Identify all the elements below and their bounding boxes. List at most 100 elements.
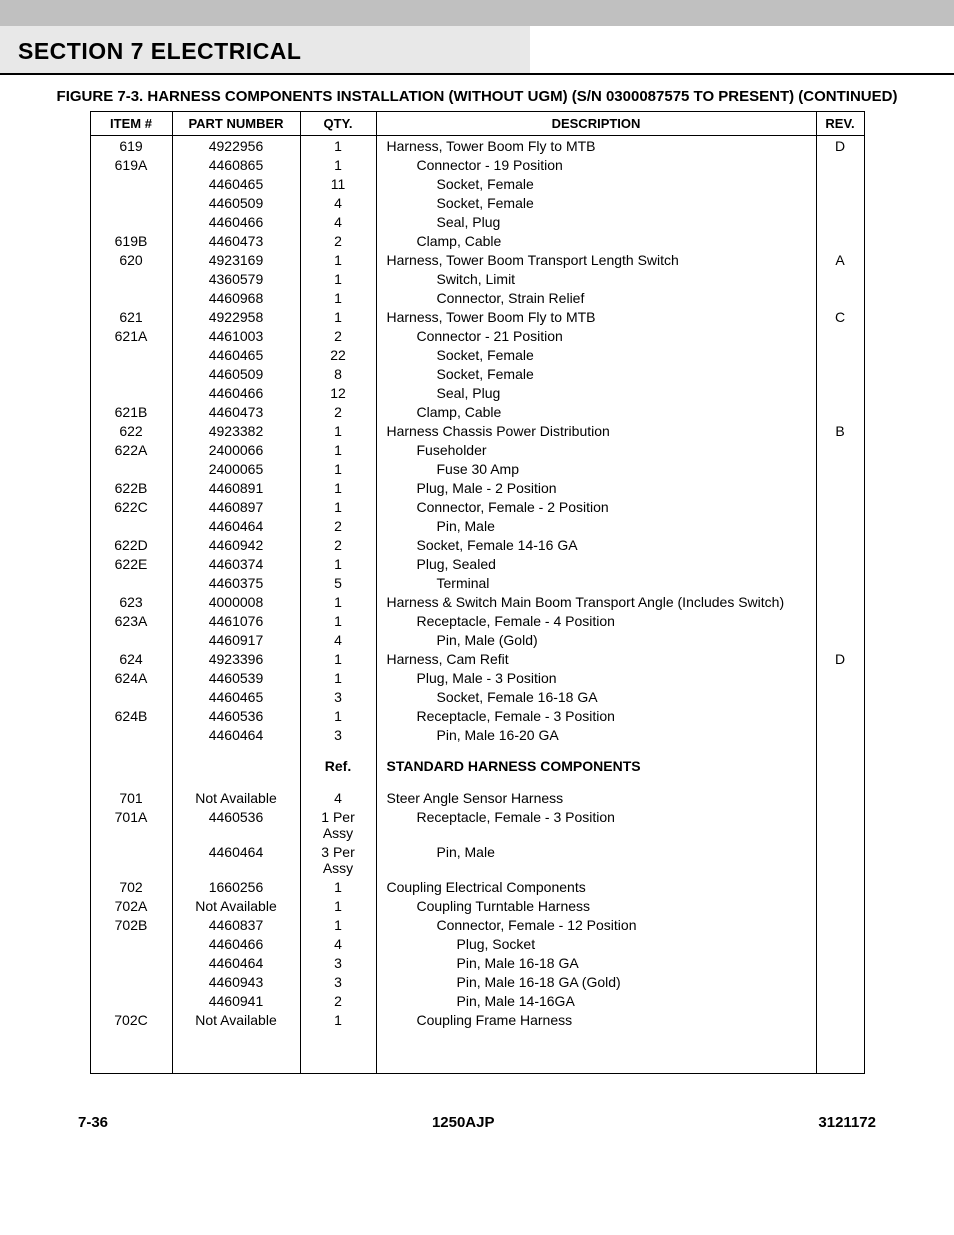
- cell-item: 619: [90, 136, 172, 156]
- table-row: 61949229561Harness, Tower Boom Fly to MT…: [90, 136, 864, 156]
- footer-left: 7-36: [78, 1114, 108, 1131]
- cell-desc: Harness, Tower Boom Fly to MTB: [376, 136, 816, 156]
- cell-desc: Coupling Turntable Harness: [376, 896, 816, 915]
- cell-item: [90, 744, 172, 788]
- cell-qty: 8: [300, 364, 376, 383]
- cell-rev: [816, 630, 864, 649]
- table-header-row: ITEM # PART NUMBER QTY. DESCRIPTION REV.: [90, 112, 864, 136]
- cell-desc: Harness, Tower Boom Transport Length Swi…: [376, 250, 816, 269]
- cell-qty: 1: [300, 1010, 376, 1029]
- cell-part: Not Available: [172, 788, 300, 807]
- cell-qty: 5: [300, 573, 376, 592]
- table-row: 619A44608651Connector - 19 Position: [90, 155, 864, 174]
- cell-rev: [816, 516, 864, 535]
- cell-rev: [816, 155, 864, 174]
- cell-qty: 4: [300, 630, 376, 649]
- cell-item: [90, 934, 172, 953]
- cell-part: 2400065: [172, 459, 300, 478]
- cell-part: 4460464: [172, 725, 300, 744]
- table-row: 44604643Pin, Male 16-18 GA: [90, 953, 864, 972]
- cell-item: [90, 630, 172, 649]
- cell-qty: 2: [300, 231, 376, 250]
- cell-rev: [816, 193, 864, 212]
- cell-item: 621: [90, 307, 172, 326]
- cell-qty: 1: [300, 155, 376, 174]
- table-row: 621B44604732Clamp, Cable: [90, 402, 864, 421]
- cell-part: 4460891: [172, 478, 300, 497]
- cell-part: 4923396: [172, 649, 300, 668]
- cell-qty: 11: [300, 174, 376, 193]
- cell-qty: 2: [300, 535, 376, 554]
- cell-part: 1660256: [172, 877, 300, 896]
- cell-qty: 4: [300, 193, 376, 212]
- figure-title: FIGURE 7-3. HARNESS COMPONENTS INSTALLAT…: [20, 87, 934, 107]
- cell-qty: 1: [300, 611, 376, 630]
- table-row: 446046522Socket, Female: [90, 345, 864, 364]
- page-footer: 7-36 1250AJP 3121172: [0, 1074, 954, 1151]
- cell-item: [90, 573, 172, 592]
- cell-rev: [816, 269, 864, 288]
- cell-qty: 3: [300, 972, 376, 991]
- cell-desc: Pin, Male 14-16GA: [376, 991, 816, 1010]
- cell-desc: Pin, Male: [376, 842, 816, 877]
- cell-desc: Fuse 30 Amp: [376, 459, 816, 478]
- cell-qty: 3: [300, 687, 376, 706]
- cell-qty: 2: [300, 402, 376, 421]
- cell-item: [90, 383, 172, 402]
- cell-desc: Coupling Frame Harness: [376, 1010, 816, 1029]
- cell-item: [90, 212, 172, 231]
- cell-item: [90, 842, 172, 877]
- cell-part: 4460375: [172, 573, 300, 592]
- cell-rev: [816, 896, 864, 915]
- cell-rev: [816, 687, 864, 706]
- cell-qty: 1: [300, 421, 376, 440]
- table-row: 619B44604732Clamp, Cable: [90, 231, 864, 250]
- cell-item: [90, 725, 172, 744]
- cell-part: 4460473: [172, 231, 300, 250]
- cell-rev: [816, 459, 864, 478]
- table-row: 702B44608371Connector, Female - 12 Posit…: [90, 915, 864, 934]
- cell-part: 4460473: [172, 402, 300, 421]
- cell-rev: [816, 877, 864, 896]
- table-row: 44604664Seal, Plug: [90, 212, 864, 231]
- spacer-row: [90, 1029, 864, 1073]
- cell-qty: 1: [300, 459, 376, 478]
- cell-item: 623A: [90, 611, 172, 630]
- cell-rev: [816, 535, 864, 554]
- cell-part: 4460536: [172, 807, 300, 842]
- cell-desc: Pin, Male: [376, 516, 816, 535]
- cell-desc: Clamp, Cable: [376, 402, 816, 421]
- cell-desc: Pin, Male 16-18 GA (Gold): [376, 972, 816, 991]
- cell-part: 4460897: [172, 497, 300, 516]
- table-row: 702ANot Available1Coupling Turntable Har…: [90, 896, 864, 915]
- cell-part: 4923169: [172, 250, 300, 269]
- cell-item: 624A: [90, 668, 172, 687]
- cell-desc: Connector, Strain Relief: [376, 288, 816, 307]
- table-row: 44605094Socket, Female: [90, 193, 864, 212]
- cell-item: [90, 687, 172, 706]
- cell-qty: 3: [300, 953, 376, 972]
- section-title-box: SECTION 7 ELECTRICAL: [0, 26, 530, 73]
- cell-item: 619B: [90, 231, 172, 250]
- cell-item: [90, 288, 172, 307]
- table-row: 624B44605361Receptacle, Female - 3 Posit…: [90, 706, 864, 725]
- cell-rev: [816, 288, 864, 307]
- cell-part: 4460968: [172, 288, 300, 307]
- cell-part: 4460943: [172, 972, 300, 991]
- cell-qty: 1: [300, 136, 376, 156]
- cell-item: 622D: [90, 535, 172, 554]
- cell-part: Not Available: [172, 896, 300, 915]
- cell-desc: Connector - 19 Position: [376, 155, 816, 174]
- cell-desc: Seal, Plug: [376, 212, 816, 231]
- cell-desc: Pin, Male (Gold): [376, 630, 816, 649]
- cell-qty: 2: [300, 516, 376, 535]
- cell-part: 4460464: [172, 842, 300, 877]
- cell-rev: [816, 807, 864, 842]
- cell-item: 622: [90, 421, 172, 440]
- cell-rev: [816, 573, 864, 592]
- cell-part: 4460374: [172, 554, 300, 573]
- cell-qty: 3: [300, 725, 376, 744]
- cell-rev: [816, 668, 864, 687]
- table-row: 24000651Fuse 30 Amp: [90, 459, 864, 478]
- cell-qty: 1: [300, 269, 376, 288]
